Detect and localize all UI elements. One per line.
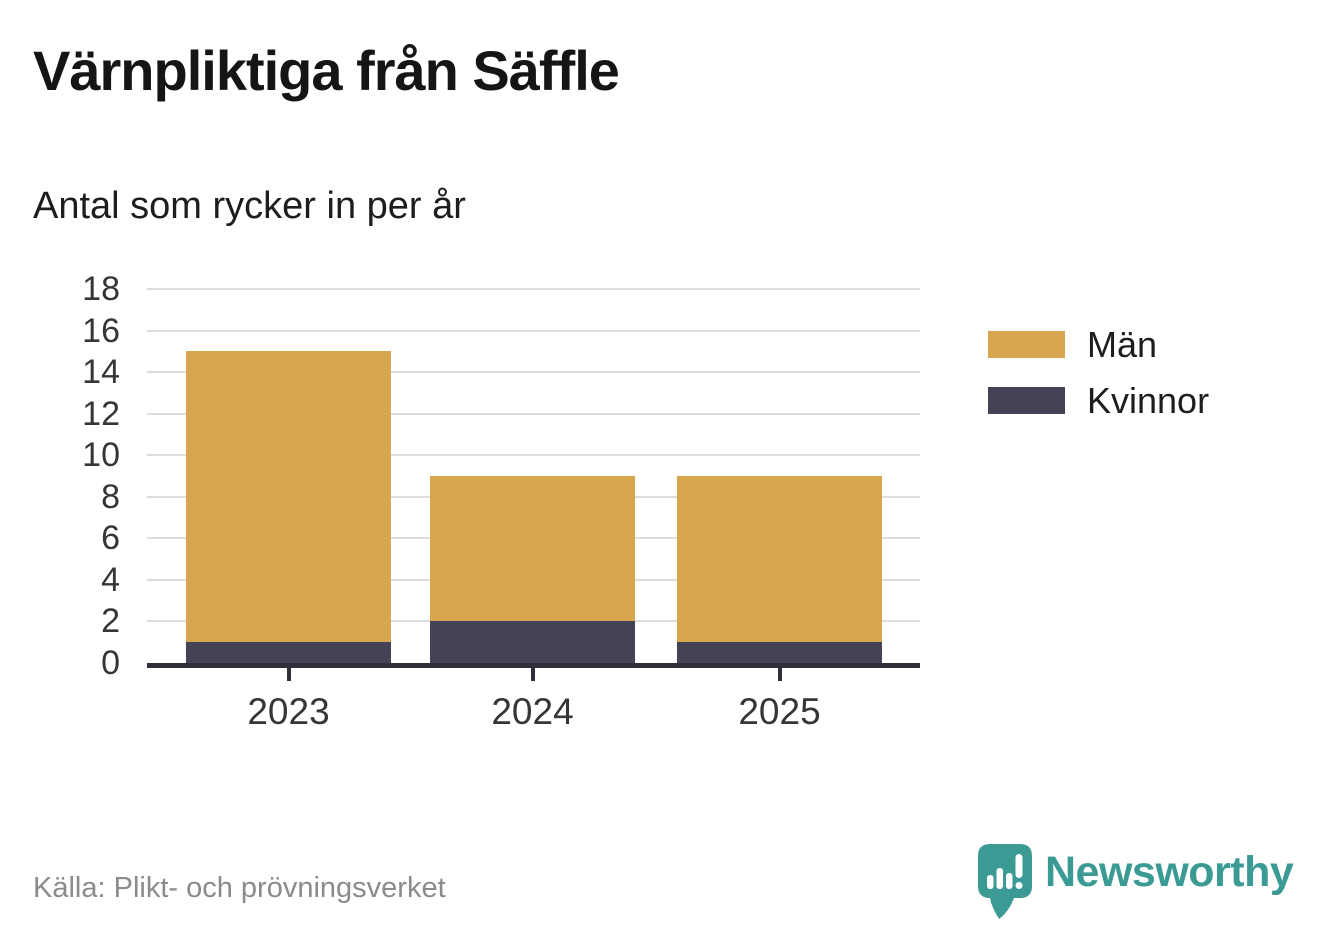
- legend-item-kvinnor: Kvinnor: [988, 380, 1210, 421]
- y-axis-tick-label: 10: [82, 436, 120, 475]
- legend-swatch-kvinnor-icon: [988, 387, 1065, 414]
- newsworthy-logo: Newsworthy: [978, 844, 1294, 922]
- y-axis-tick-label: 6: [101, 519, 120, 558]
- x-axis-label-2023: 2023: [247, 691, 330, 732]
- y-axis-tick-label: 16: [82, 311, 120, 350]
- x-axis-label-2024: 2024: [491, 691, 574, 732]
- gridline-y12: [147, 412, 920, 415]
- plot-area: 0 2 4 6 8 10 12 14 16 18 2023 2024 2025: [82, 270, 920, 732]
- y-axis-tick-label: 12: [82, 394, 120, 433]
- bar-2023-kvinnor: [186, 642, 391, 663]
- gridline-y14: [147, 371, 920, 374]
- x-axis-tick-2024: [530, 668, 535, 681]
- bar-2024-kvinnor: [430, 621, 635, 663]
- y-axis-tick-label: 14: [82, 353, 120, 392]
- legend: Män Kvinnor: [988, 324, 1210, 443]
- y-axis-tick-label: 0: [101, 644, 120, 682]
- bar-2024-män: [430, 476, 635, 622]
- y-axis-tick-label: 4: [101, 560, 120, 599]
- bar-2025-män: [677, 476, 882, 643]
- newsworthy-wordmark: Newsworthy: [1045, 848, 1294, 896]
- gridline-y16: [147, 329, 920, 332]
- chart-subtitle: Antal som rycker in per år: [33, 185, 466, 227]
- x-axis-tick-2023: [286, 668, 291, 681]
- legend-swatch-man-icon: [988, 331, 1065, 358]
- y-axis-tick-label: 8: [101, 477, 120, 516]
- legend-label-man: Män: [1087, 324, 1158, 365]
- y-axis-tick-label: 18: [82, 270, 120, 308]
- newsworthy-bubble-chart-icon: [978, 844, 1032, 919]
- legend-item-man: Män: [988, 324, 1209, 365]
- source-note: Källa: Plikt- och prövningsverket: [33, 872, 446, 904]
- gridline-y18: [147, 288, 920, 290]
- gridline-y10: [147, 454, 920, 457]
- x-axis-label-2025: 2025: [738, 691, 821, 732]
- x-axis-line: [147, 663, 920, 668]
- bar-2025-kvinnor: [677, 642, 882, 663]
- legend-label-kvinnor: Kvinnor: [1087, 380, 1210, 421]
- y-axis-tick-label: 2: [101, 602, 120, 641]
- chart-title: Värnpliktiga från Säffle: [33, 39, 620, 102]
- bar-2023-män: [186, 351, 391, 643]
- x-axis-tick-2025: [777, 668, 782, 681]
